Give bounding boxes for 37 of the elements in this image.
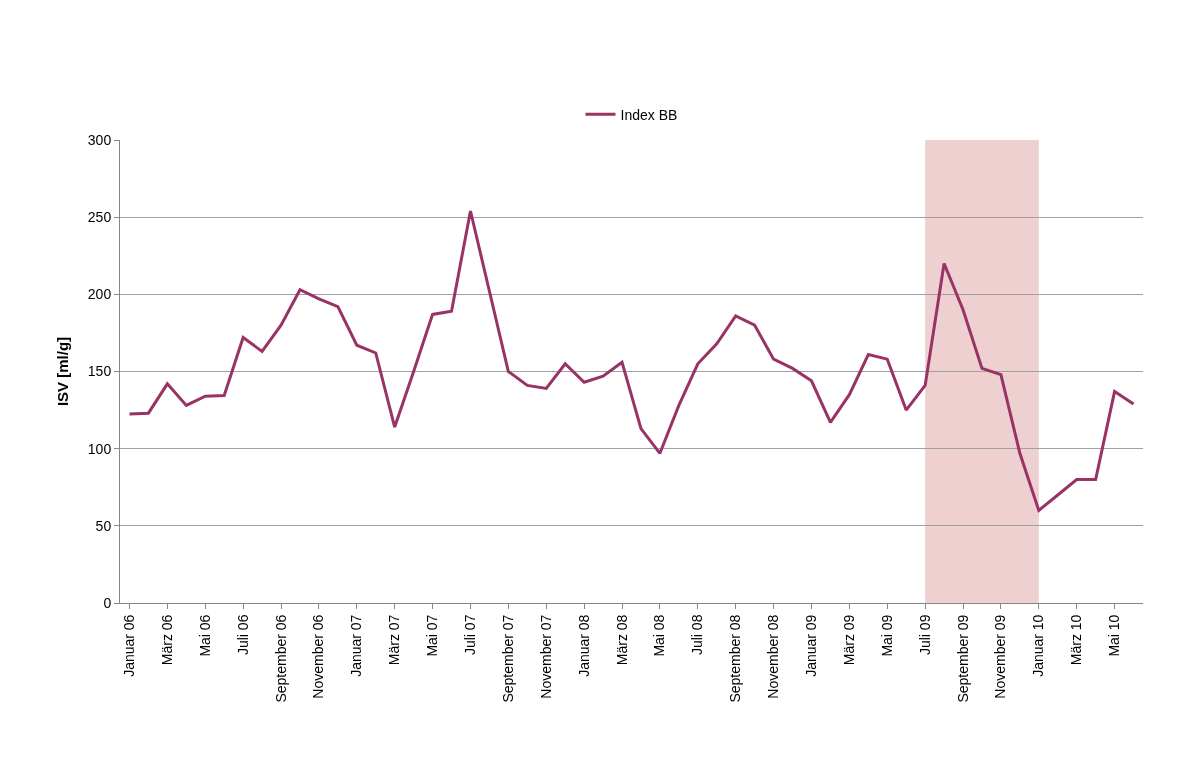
x-tick-label: September 06 [272, 614, 289, 703]
x-tick-label: Juli 09 [916, 614, 933, 656]
x-tick-label: September 07 [499, 614, 516, 703]
line-series [127, 209, 1136, 512]
y-tick-label: 50 [95, 517, 112, 534]
x-tick-label: Juli 07 [462, 614, 479, 656]
x-tick-label: März 06 [158, 614, 175, 666]
y-tick-label: 300 [87, 131, 112, 148]
y-tick-label: 0 [103, 594, 112, 611]
x-tick-label: März 10 [1068, 614, 1085, 666]
x-tick-label: November 07 [537, 614, 554, 699]
legend-label: Index BB [620, 106, 678, 123]
x-tick-label: März 08 [613, 614, 630, 666]
x-tick-label: November 06 [310, 614, 327, 699]
y-tick-label: 150 [87, 363, 112, 380]
x-tick-label: März 07 [386, 614, 403, 666]
x-tick-label: Mai 10 [1106, 614, 1123, 657]
x-tick-label: Mai 07 [424, 614, 441, 657]
x-tick-label: November 09 [992, 614, 1009, 699]
x-tick-label: Juli 06 [234, 614, 251, 656]
x-tick-label: Mai 08 [651, 614, 668, 657]
x-tick-label: Januar 09 [803, 614, 820, 677]
x-tick-label: März 09 [840, 614, 857, 666]
x-tick-label: Januar 07 [348, 614, 365, 677]
x-tick-label: Juli 08 [689, 614, 706, 656]
x-tick-label: September 08 [727, 614, 744, 703]
x-tick-label: Mai 09 [878, 614, 895, 657]
y-tick-label: 250 [87, 209, 112, 226]
x-tick-label: Januar 10 [1030, 614, 1047, 677]
x-tick-label: November 08 [765, 614, 782, 699]
y-axis-title: ISV [ml/g] [54, 336, 72, 407]
x-tick-label: Januar 06 [121, 614, 138, 677]
y-tick-label: 200 [87, 286, 112, 303]
x-tick-label: Mai 06 [196, 614, 213, 657]
y-tick-label: 100 [87, 440, 112, 457]
x-tick-label: Januar 08 [575, 614, 592, 677]
x-tick-label: September 09 [954, 614, 971, 703]
